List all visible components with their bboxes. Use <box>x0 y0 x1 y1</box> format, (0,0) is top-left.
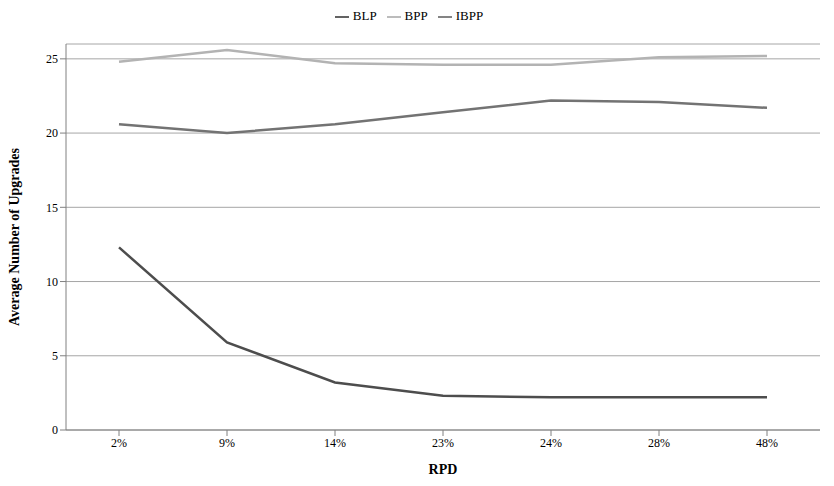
svg-text:10: 10 <box>46 275 58 289</box>
svg-text:28%: 28% <box>648 436 670 450</box>
svg-text:24%: 24% <box>540 436 562 450</box>
html-text:IBPP: IBPP <box>455 8 484 23</box>
svg-text:14%: 14% <box>324 436 346 450</box>
svg-text:20: 20 <box>46 126 58 140</box>
svg-text:9%: 9% <box>219 436 235 450</box>
svg-text:2%: 2% <box>111 436 127 450</box>
svg-text:23%: 23% <box>432 436 454 450</box>
svg-text:48%: 48% <box>756 436 778 450</box>
html-text:BLP: BLP <box>352 8 377 23</box>
svg-text:Average Number of Upgrades: Average Number of Upgrades <box>8 147 22 326</box>
html-text:BPP: BPP <box>404 8 428 23</box>
svg-text:RPD: RPD <box>429 462 458 477</box>
svg-text:15: 15 <box>46 201 58 215</box>
svg-text:5: 5 <box>52 349 58 363</box>
svg-text:25: 25 <box>46 52 58 66</box>
svg-text:0: 0 <box>52 423 58 437</box>
